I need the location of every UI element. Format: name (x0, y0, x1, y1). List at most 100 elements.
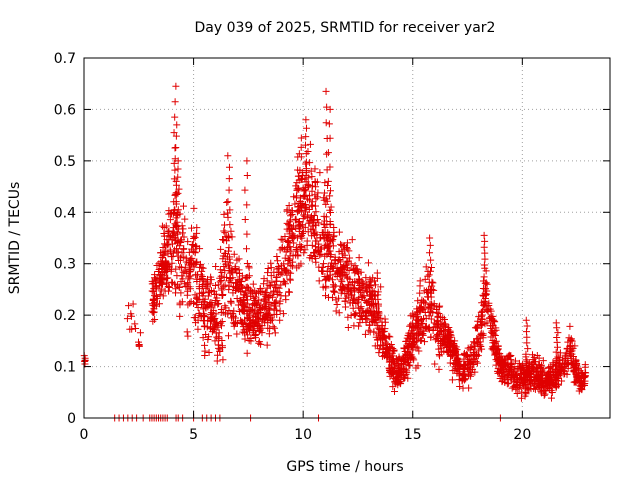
data-point (292, 182, 300, 190)
data-point (300, 249, 308, 257)
data-point (256, 285, 264, 293)
data-point (216, 278, 224, 286)
data-point (453, 346, 461, 354)
peak-point (324, 249, 332, 257)
data-point (452, 351, 460, 359)
data-point (555, 359, 563, 367)
peak-point (225, 175, 233, 183)
x-tick-label: 10 (294, 427, 312, 443)
peak-point (174, 165, 182, 173)
data-point (287, 261, 295, 269)
peak-point (522, 350, 530, 358)
data-point (358, 286, 366, 294)
data-point (567, 336, 575, 344)
data-point (276, 316, 284, 324)
data-point (425, 323, 433, 331)
data-point (194, 325, 202, 333)
data-point (371, 292, 379, 300)
data-point (200, 298, 208, 306)
peak-point (172, 82, 180, 90)
data-point (157, 287, 165, 295)
data-point (397, 380, 405, 388)
data-point (215, 300, 223, 308)
data-point (176, 210, 184, 218)
data-point (444, 326, 452, 334)
data-point (290, 193, 298, 201)
data-point (449, 351, 457, 359)
data-point (164, 250, 172, 258)
peak-point (302, 167, 310, 175)
peak-point (324, 182, 332, 190)
data-point (185, 283, 193, 291)
data-point (392, 374, 400, 382)
peak-point (481, 249, 489, 257)
data-point (216, 347, 224, 355)
data-point (157, 249, 165, 257)
data-point (293, 192, 301, 200)
data-point (285, 202, 293, 210)
data-point (518, 388, 526, 396)
data-point (327, 187, 335, 195)
data-point (454, 358, 462, 366)
data-point (357, 303, 365, 311)
data-point (456, 363, 464, 371)
data-point (264, 309, 272, 317)
peak-point (174, 238, 182, 246)
data-point (286, 225, 294, 233)
data-point (521, 384, 529, 392)
data-point (408, 353, 416, 361)
peak-point (171, 166, 179, 174)
data-point (566, 343, 574, 351)
data-point (190, 204, 198, 212)
data-point (567, 355, 575, 363)
data-point (421, 338, 429, 346)
peak-point (171, 98, 179, 106)
peak-point (172, 181, 180, 189)
data-point (431, 360, 439, 368)
data-point (288, 262, 296, 270)
peak-point (225, 244, 233, 252)
data-point (418, 319, 426, 327)
data-point (446, 330, 454, 338)
peak-point (225, 232, 233, 240)
peak-point (552, 358, 560, 366)
data-point (260, 304, 268, 312)
data-point (172, 289, 180, 297)
peak-point (326, 163, 334, 171)
data-point (284, 260, 292, 268)
data-point (263, 341, 271, 349)
data-point (347, 286, 355, 294)
data-point (300, 193, 308, 201)
data-point (547, 394, 555, 402)
data-point (282, 296, 290, 304)
data-point (355, 322, 363, 330)
data-point (211, 291, 219, 299)
data-point (201, 302, 209, 310)
data-point (368, 296, 376, 304)
data-point (192, 242, 200, 250)
peak-point (325, 120, 333, 128)
data-point (503, 361, 511, 369)
data-point (511, 357, 519, 365)
data-point (376, 344, 384, 352)
data-point (215, 333, 223, 341)
data-point (305, 219, 313, 227)
data-point (474, 352, 482, 360)
data-point (473, 359, 481, 367)
data-point (344, 264, 352, 272)
data-point (287, 247, 295, 255)
data-point (205, 349, 213, 357)
data-point (479, 330, 487, 338)
data-point (450, 360, 458, 368)
data-point (294, 153, 302, 161)
peak-point (482, 285, 490, 293)
data-point (401, 374, 409, 382)
data-point (181, 280, 189, 288)
data-point (311, 177, 319, 185)
data-point (273, 265, 281, 273)
data-point (198, 273, 206, 281)
peak-point (426, 241, 434, 249)
data-point (273, 253, 281, 261)
data-point (334, 269, 342, 277)
